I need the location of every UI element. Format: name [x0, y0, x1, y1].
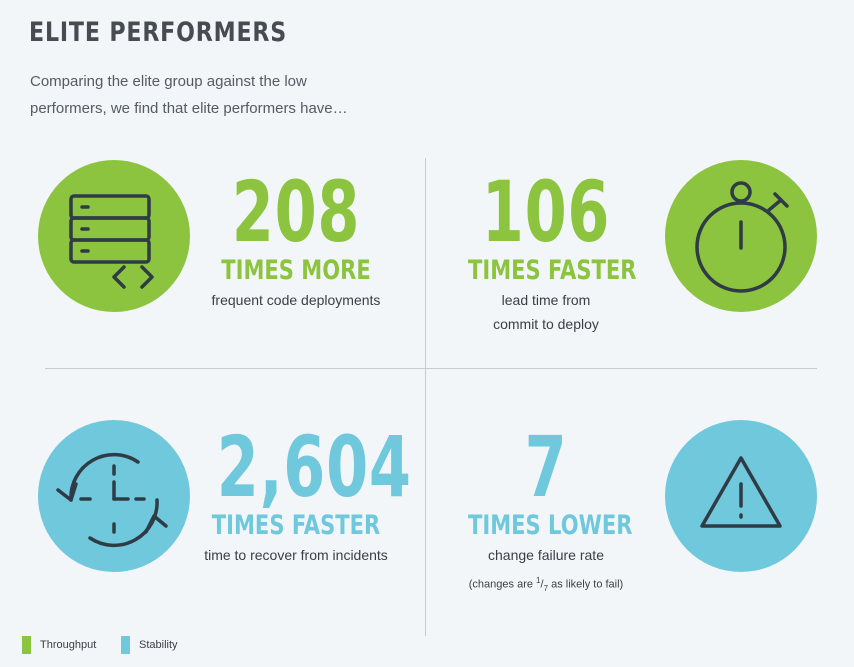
- stat-lead-time: 106 TIMES FASTER lead time from commit t…: [446, 170, 646, 336]
- page-subtitle: Comparing the elite group against the lo…: [30, 73, 348, 117]
- stat-change-failure: 7 TIMES LOWER change failure rate (chang…: [446, 425, 646, 597]
- legend-label: Throughput: [40, 639, 97, 651]
- stat-unit: TIMES FASTER: [468, 255, 637, 286]
- stat-description: change failure rate: [488, 547, 604, 563]
- legend-swatch: [121, 636, 130, 654]
- stat-unit: TIMES LOWER: [468, 510, 633, 541]
- legend-throughput: Throughput: [22, 636, 96, 654]
- stat-description: frequent code deployments: [211, 292, 381, 308]
- horizontal-divider: [45, 368, 817, 369]
- stat-description: time to recover from incidents: [204, 547, 388, 563]
- stopwatch-icon: [665, 160, 817, 312]
- warning-icon: [665, 420, 817, 572]
- page-title: ELITE PERFORMERS: [29, 17, 288, 48]
- server-code-icon: [38, 160, 190, 312]
- stat-number: 7: [524, 418, 568, 516]
- stat-note: (changes are 1/7 as likely to fail): [468, 576, 624, 593]
- stat-recovery: 2,604 TIMES FASTER time to recover from …: [186, 418, 412, 567]
- legend-stability: Stability: [121, 636, 178, 654]
- stat-unit: TIMES MORE: [221, 255, 371, 286]
- legend-swatch: [22, 636, 31, 654]
- stat-number: 106: [481, 163, 611, 261]
- vertical-divider: [425, 158, 426, 636]
- stat-number: 2,604: [216, 418, 412, 516]
- stat-number: 208: [231, 163, 361, 261]
- stat-unit: TIMES FASTER: [211, 510, 381, 541]
- clock-recovery-icon: [38, 420, 190, 572]
- stat-deployments: 208 TIMES MORE frequent code deployments: [196, 170, 396, 312]
- stat-description: lead time from commit to deploy: [493, 292, 599, 332]
- legend-label: Stability: [139, 639, 178, 651]
